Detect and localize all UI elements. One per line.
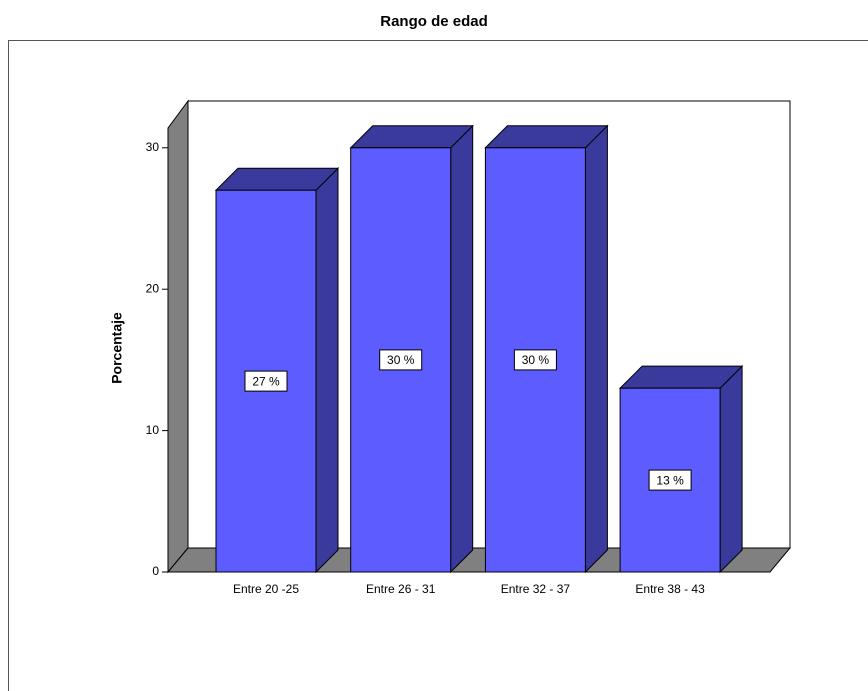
value-label-box <box>244 370 288 392</box>
bar-top <box>618 365 744 389</box>
bar-top <box>214 167 340 191</box>
bar-side <box>450 124 474 574</box>
x-tick-label: Entre 20 -25 <box>233 582 299 596</box>
value-label-box <box>648 469 692 491</box>
y-tick-label: 20 <box>146 281 160 295</box>
value-label: 27 % <box>252 374 280 388</box>
bar-side <box>315 167 339 574</box>
y-tick-label: 30 <box>146 140 160 154</box>
x-tick-label: Entre 38 - 43 <box>635 582 705 596</box>
chart-frame <box>8 40 868 691</box>
value-label-box <box>513 349 557 371</box>
value-label: 30 % <box>387 353 415 367</box>
bar-side <box>719 364 743 574</box>
y-tick-label: 0 <box>152 564 159 578</box>
chart-title: Rango de edad <box>380 13 488 30</box>
value-label-box <box>379 349 423 371</box>
bar-top <box>484 125 609 149</box>
x-tick-label: Entre 32 - 37 <box>501 582 571 596</box>
value-label: 30 % <box>522 353 550 367</box>
bar-side <box>584 124 608 574</box>
value-label: 13 % <box>656 473 684 487</box>
y-axis-label: Porcentaje <box>109 312 125 384</box>
y-tick-label: 10 <box>146 423 160 437</box>
side-wall <box>167 99 189 574</box>
x-tick-label: Entre 26 - 31 <box>366 582 436 596</box>
bar-top <box>349 125 474 149</box>
